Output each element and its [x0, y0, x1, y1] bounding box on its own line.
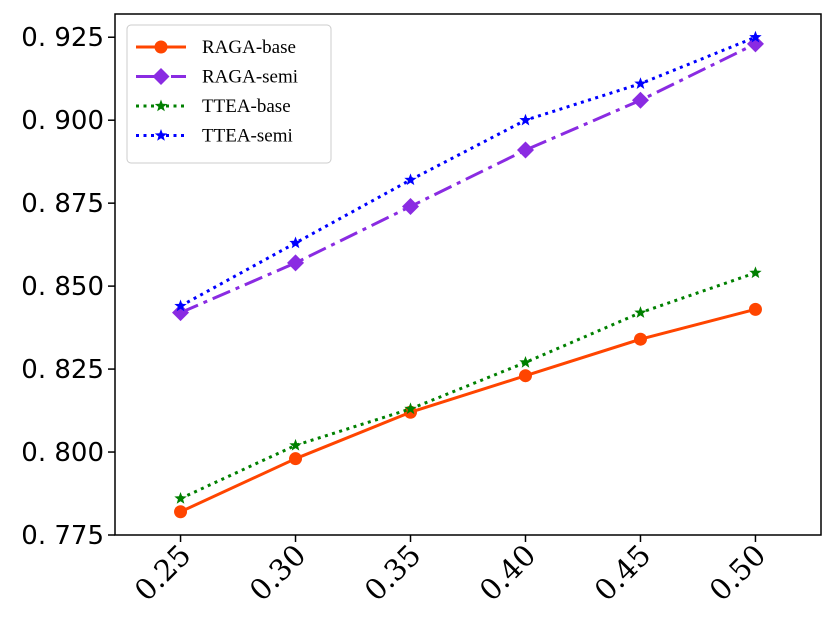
legend-item-raga-base: RAGA-base — [136, 37, 296, 58]
legend-item-ttea-base: TTEA-base — [136, 96, 291, 117]
data-point-ttea-base-4 — [634, 306, 647, 318]
legend-label: TTEA-semi — [202, 126, 293, 147]
x-tick-label: 0.45 — [588, 538, 658, 608]
data-point-ttea-semi-3 — [519, 113, 532, 126]
legend-swatch-marker — [154, 40, 168, 54]
data-point-ttea-base-5 — [749, 266, 762, 279]
legend-label: RAGA-base — [202, 37, 296, 58]
data-point-raga-semi-3 — [516, 141, 534, 159]
x-tick-label: 0.30 — [243, 538, 313, 608]
series-raga-base — [174, 302, 762, 519]
series-ttea-semi — [174, 30, 762, 312]
data-point-raga-base-4 — [633, 332, 647, 346]
series-line-ttea-base — [179, 271, 756, 500]
data-point-ttea-semi-1 — [289, 236, 302, 249]
y-axis: 0. 775 0. 800 0. 825 0. 850 0. 875 0. 900 0. 9… — [21, 23, 115, 551]
data-point-raga-semi-1 — [287, 254, 305, 272]
data-point-ttea-semi-4 — [634, 77, 647, 89]
x-axis: 0.25 0.30 0.35 0.40 0.45 0.50 — [128, 535, 773, 608]
y-tick-label: 0. 900 — [21, 106, 104, 136]
data-point-ttea-base-0 — [174, 492, 187, 504]
legend-label: RAGA-semi — [202, 67, 298, 88]
legend-label: TTEA-base — [202, 96, 291, 117]
legend-item-raga-semi: RAGA-semi — [136, 67, 298, 88]
data-point-raga-semi-0 — [172, 304, 190, 322]
x-tick-label: 0.40 — [473, 538, 543, 608]
legend-item-ttea-semi: TTEA-semi — [136, 126, 293, 147]
data-point-raga-semi-4 — [631, 91, 649, 109]
data-point-ttea-semi-0 — [174, 299, 187, 312]
series-raga-semi — [172, 35, 764, 322]
data-point-raga-base-0 — [174, 505, 188, 519]
legend-swatch-marker — [152, 68, 170, 85]
y-tick-label: 0. 875 — [21, 189, 104, 219]
legend: RAGA-base RAGA-semi TTEA-base TTEA-semi — [126, 24, 332, 164]
y-tick-label: 0. 925 — [21, 23, 104, 53]
series-ttea-base — [174, 266, 762, 504]
data-point-raga-base-1 — [289, 452, 303, 466]
data-point-ttea-semi-5 — [749, 30, 762, 43]
series-layer — [172, 30, 764, 519]
data-point-raga-base-5 — [748, 302, 762, 316]
y-tick-label: 0. 825 — [21, 355, 104, 385]
y-tick-label: 0. 775 — [21, 521, 104, 551]
data-point-ttea-semi-2 — [404, 173, 417, 186]
plot-frame — [114, 13, 822, 536]
series-line-raga-semi — [179, 42, 757, 315]
x-tick-label: 0.50 — [703, 538, 773, 608]
data-point-ttea-base-2 — [404, 402, 417, 415]
series-line-raga-base — [179, 307, 756, 514]
x-tick-label: 0.25 — [128, 538, 198, 608]
series-line-ttea-semi — [179, 35, 757, 308]
legend-swatch-marker — [154, 99, 168, 112]
x-tick-label: 0.35 — [358, 538, 428, 608]
legend-box — [126, 24, 332, 164]
data-point-ttea-base-1 — [289, 438, 302, 451]
data-point-raga-semi-2 — [402, 197, 420, 215]
data-point-raga-base-3 — [518, 369, 532, 383]
y-tick-label: 0. 850 — [21, 272, 104, 302]
y-tick-label: 0. 800 — [21, 438, 104, 468]
data-point-ttea-base-3 — [519, 355, 532, 368]
legend-swatch-marker — [154, 129, 168, 141]
